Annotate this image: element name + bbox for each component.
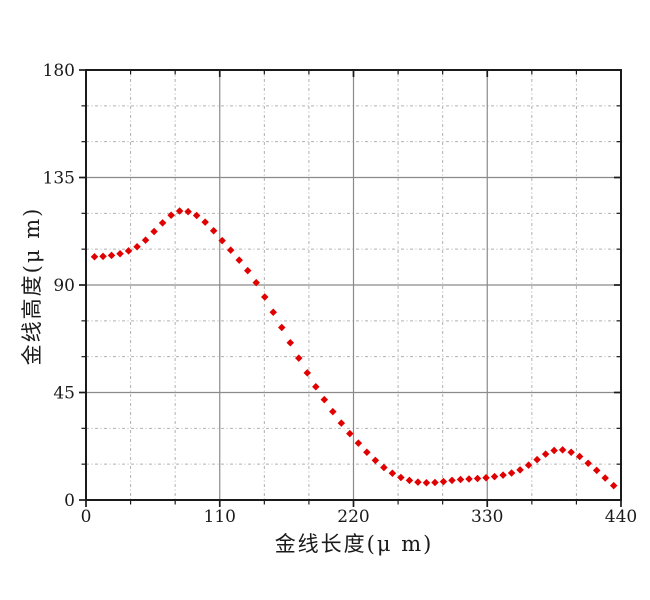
data-point bbox=[90, 253, 99, 261]
plot-border bbox=[85, 69, 622, 501]
data-point bbox=[584, 459, 592, 467]
data-point bbox=[363, 448, 371, 456]
data-point bbox=[184, 207, 192, 216]
data-point bbox=[192, 211, 201, 220]
y-tick-label: 180 bbox=[43, 61, 75, 81]
data-point bbox=[567, 448, 575, 456]
data-point bbox=[278, 323, 286, 332]
data-point bbox=[422, 479, 431, 487]
data-point bbox=[286, 339, 295, 347]
y-tick-label: 90 bbox=[53, 276, 75, 296]
data-point bbox=[431, 478, 439, 487]
data-point bbox=[414, 478, 422, 486]
x-tick-label: 440 bbox=[605, 507, 637, 527]
data-point bbox=[99, 252, 107, 261]
data-point bbox=[107, 251, 116, 260]
data-point bbox=[456, 475, 465, 484]
data-point bbox=[329, 407, 337, 416]
data-point bbox=[346, 429, 354, 438]
data-point bbox=[465, 475, 473, 483]
x-axis-title: 金线长度(μ m) bbox=[274, 532, 434, 556]
data-point bbox=[354, 439, 363, 447]
data-point bbox=[558, 446, 567, 454]
data-point bbox=[295, 354, 303, 362]
x-tick-label: 110 bbox=[204, 507, 236, 527]
data-point bbox=[235, 256, 243, 264]
data-point bbox=[541, 450, 550, 458]
data-point bbox=[550, 446, 558, 455]
data-point bbox=[482, 474, 490, 482]
data-point bbox=[312, 383, 320, 391]
data-point bbox=[269, 308, 277, 316]
data-point bbox=[243, 266, 252, 275]
data-point bbox=[609, 481, 618, 490]
data-point bbox=[371, 456, 380, 465]
x-tick-label: 330 bbox=[471, 507, 503, 527]
data-point bbox=[575, 452, 584, 461]
data-point bbox=[218, 236, 226, 245]
data-point bbox=[209, 227, 218, 235]
data-point bbox=[116, 249, 124, 258]
data-point bbox=[405, 476, 414, 485]
data-point bbox=[141, 236, 150, 244]
y-tick-label: 0 bbox=[64, 491, 75, 511]
data-point bbox=[448, 476, 456, 485]
data-point bbox=[260, 293, 269, 301]
data-point bbox=[133, 243, 141, 251]
data-point bbox=[252, 278, 260, 287]
data-point bbox=[507, 469, 516, 477]
data-point bbox=[499, 471, 507, 479]
data-point bbox=[167, 211, 175, 219]
data-point bbox=[124, 247, 133, 255]
data-point bbox=[397, 473, 405, 482]
data-point bbox=[439, 477, 448, 486]
data-point bbox=[158, 219, 167, 227]
data-point bbox=[201, 218, 209, 226]
data-point bbox=[337, 419, 346, 427]
y-tick-label: 135 bbox=[43, 169, 75, 189]
y-tick-label: 45 bbox=[53, 384, 75, 404]
data-point bbox=[490, 472, 499, 481]
data-point bbox=[388, 469, 397, 477]
data-point bbox=[592, 466, 601, 475]
x-tick-label: 220 bbox=[337, 507, 369, 527]
data-point bbox=[320, 395, 329, 404]
data-point bbox=[601, 474, 609, 482]
data-point bbox=[226, 246, 235, 254]
y-axis-title: 金线高度(μ m) bbox=[20, 206, 44, 366]
data-point bbox=[150, 227, 158, 236]
x-tick-label: 0 bbox=[81, 507, 92, 527]
data-point bbox=[303, 369, 312, 377]
data-point bbox=[524, 461, 533, 469]
data-point bbox=[516, 466, 524, 474]
data-point bbox=[533, 455, 541, 464]
data-point bbox=[380, 463, 388, 472]
data-point bbox=[473, 474, 482, 483]
data-point bbox=[175, 207, 184, 215]
